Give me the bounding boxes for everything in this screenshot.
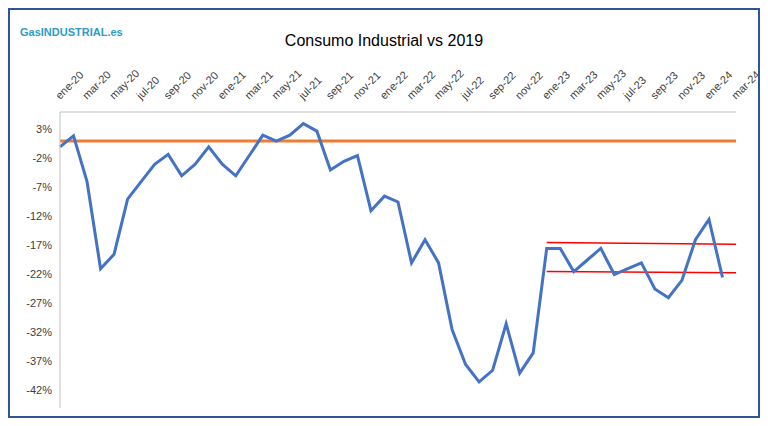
- svg-text:ene-23: ene-23: [540, 69, 573, 102]
- svg-text:jul-22: jul-22: [458, 74, 486, 102]
- svg-text:nov-22: nov-22: [513, 69, 545, 101]
- svg-text:ene-22: ene-22: [377, 69, 410, 102]
- svg-text:may-21: may-21: [269, 67, 304, 102]
- svg-text:-2%: -2%: [32, 152, 52, 164]
- svg-text:-17%: -17%: [26, 239, 52, 251]
- svg-text:sep-21: sep-21: [323, 69, 355, 101]
- html-text:GasINDUSTRIAL.es: GasINDUSTRIAL.es: [20, 26, 123, 38]
- svg-text:mar-21: mar-21: [242, 68, 275, 101]
- svg-text:mar-23: mar-23: [567, 68, 600, 101]
- svg-text:-22%: -22%: [26, 268, 52, 280]
- svg-text:mar-22: mar-22: [404, 68, 437, 101]
- svg-text:mar-24: mar-24: [729, 68, 758, 101]
- svg-text:ene-21: ene-21: [215, 69, 248, 102]
- svg-text:3%: 3%: [36, 123, 52, 135]
- svg-text:nov-20: nov-20: [188, 69, 220, 101]
- svg-text:ene-20: ene-20: [53, 69, 86, 102]
- svg-text:-42%: -42%: [26, 384, 52, 396]
- svg-text:may-22: may-22: [431, 67, 466, 102]
- svg-text:sep-22: sep-22: [486, 69, 518, 101]
- svg-text:jul-21: jul-21: [296, 74, 324, 102]
- svg-text:-32%: -32%: [26, 326, 52, 338]
- svg-text:sep-20: sep-20: [161, 69, 193, 101]
- svg-text:-27%: -27%: [26, 297, 52, 309]
- svg-text:nov-21: nov-21: [350, 69, 382, 101]
- svg-text:jul-23: jul-23: [620, 74, 648, 102]
- svg-text:mar-20: mar-20: [80, 68, 113, 101]
- svg-text:may-20: may-20: [107, 67, 142, 102]
- svg-text:jul-20: jul-20: [133, 74, 161, 102]
- svg-text:nov-23: nov-23: [675, 69, 707, 101]
- svg-text:-12%: -12%: [26, 210, 52, 222]
- svg-text:may-23: may-23: [593, 67, 629, 102]
- svg-text:ene-24: ene-24: [702, 69, 735, 102]
- svg-text:-37%: -37%: [26, 355, 52, 367]
- svg-text:sep-23: sep-23: [648, 69, 680, 101]
- html-text:Consumo Industrial vs 2019: Consumo Industrial vs 2019: [284, 32, 484, 49]
- svg-text:-7%: -7%: [32, 181, 52, 193]
